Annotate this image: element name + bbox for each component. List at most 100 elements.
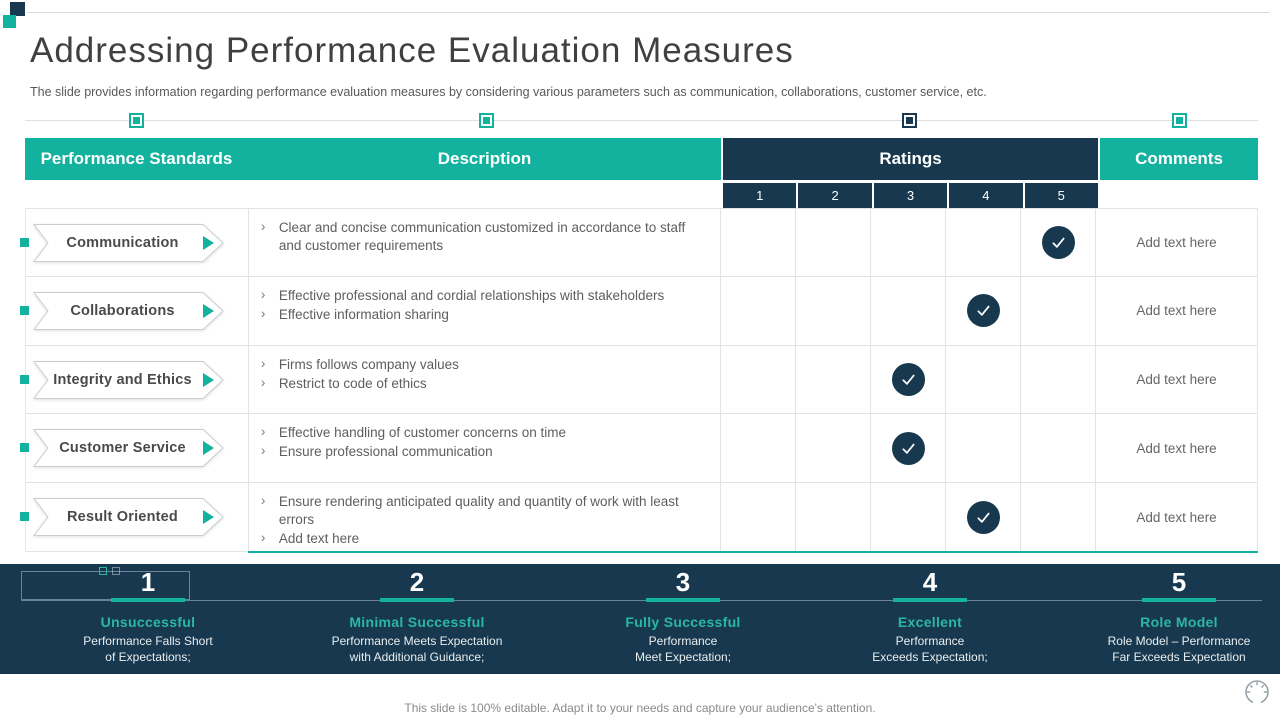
rating-cell[interactable] (871, 483, 947, 551)
legend-item: 1 Unsuccessful Performance Falls Short of E… (23, 568, 273, 665)
bullet-square-icon (20, 238, 29, 247)
rating-cell[interactable] (796, 209, 872, 276)
table-bottom-accent (248, 551, 1258, 553)
rating-scale-3: 3 (873, 183, 948, 208)
rating-cell[interactable] (946, 345, 1022, 414)
standard-cell (26, 276, 249, 345)
legend-item: 3 Fully Successful Performance Meet Expecta… (558, 568, 808, 665)
legend-deco-square-icon (99, 567, 107, 575)
rating-cell[interactable] (871, 414, 947, 483)
rating-cell[interactable] (946, 414, 1022, 483)
description-cell: Effective professional and cordial relat… (249, 276, 722, 345)
arrow-banner-shape (33, 429, 224, 467)
legend-underline (1142, 598, 1216, 602)
arrow-banner-shape (33, 292, 224, 330)
rating-cell[interactable] (721, 483, 797, 551)
header-ratings: Ratings (723, 138, 1098, 180)
rating-scale-1: 1 (723, 183, 797, 208)
legend-underline (111, 598, 185, 602)
rating-cell[interactable] (721, 276, 797, 345)
rating-cell[interactable] (871, 209, 947, 276)
legend-text: Performance Meets Expectation with Additi… (331, 634, 503, 664)
standard-banner[interactable]: Result Oriented (20, 497, 225, 537)
rating-cell[interactable] (721, 414, 797, 483)
rating-cell[interactable] (721, 209, 797, 276)
legend-label: Excellent (897, 614, 963, 630)
legend-number: 5 (1171, 567, 1187, 597)
description-line: Effective professional and cordial relat… (259, 286, 707, 305)
bullet-square-icon (20, 512, 29, 521)
rating-cell[interactable] (1021, 276, 1097, 345)
rating-scale-5: 5 (1024, 183, 1098, 208)
legend-underline (893, 598, 967, 602)
standard-banner[interactable]: Integrity and Ethics (20, 360, 225, 400)
standard-banner[interactable]: Communication (20, 223, 225, 263)
standard-cell (26, 209, 249, 276)
description-line: Effective handling of customer concerns … (259, 423, 707, 442)
table-row: Clear and concise communication customiz… (26, 208, 1258, 277)
check-circle-icon (1041, 225, 1075, 259)
rating-cell[interactable] (946, 276, 1022, 345)
standard-label: Integrity and Ethics (53, 372, 192, 388)
standard-label: Collaborations (70, 303, 175, 319)
arrow-banner-shape (33, 361, 224, 399)
comment-placeholder[interactable]: Add text here (1096, 209, 1258, 276)
rating-cell[interactable] (871, 345, 947, 414)
description-line: Clear and concise communication customiz… (259, 218, 707, 255)
rating-cell[interactable] (946, 209, 1022, 276)
legend-number: 4 (922, 567, 938, 597)
legend-label: Unsuccessful (100, 614, 196, 630)
header-comments: Comments (1100, 138, 1258, 180)
comment-placeholder[interactable]: Add text here (1096, 483, 1258, 551)
comment-placeholder[interactable]: Add text here (1096, 414, 1258, 483)
legend-number: 2 (409, 567, 425, 597)
description-cell: Firms follows company valuesRestrict to … (249, 345, 722, 414)
rating-cell[interactable] (796, 483, 872, 551)
rating-cell[interactable] (721, 345, 797, 414)
rating-scale-row: 1 2 3 4 5 (25, 183, 1258, 208)
legend-text: Performance Exceeds Expectation; (872, 634, 988, 664)
standard-banner[interactable]: Customer Service (20, 428, 225, 468)
legend-text: Performance Meet Expectation; (634, 634, 732, 664)
header-description: Description (437, 149, 532, 168)
rating-cell[interactable] (1021, 483, 1097, 551)
legend-text: Role Model – Performance Far Exceeds Expe… (1107, 634, 1251, 664)
rating-cell[interactable] (1021, 414, 1097, 483)
editable-note: This slide is 100% editable. Adapt it to… (404, 701, 876, 715)
rating-scale-4: 4 (949, 183, 1023, 208)
legend-number: 1 (140, 567, 156, 597)
comment-placeholder[interactable]: Add text here (1096, 276, 1258, 345)
comment-placeholder[interactable]: Add text here (1096, 345, 1258, 414)
check-circle-icon (966, 500, 1000, 534)
table-body: Clear and concise communication customiz… (25, 208, 1258, 552)
rating-cell[interactable] (871, 276, 947, 345)
rating-cell[interactable] (796, 414, 872, 483)
rating-cell[interactable] (796, 345, 872, 414)
rating-cell[interactable] (1021, 209, 1097, 276)
description-line: Effective information sharing (259, 305, 707, 324)
rating-cell[interactable] (1021, 345, 1097, 414)
rating-cell[interactable] (796, 276, 872, 345)
clock-dial-icon (1245, 680, 1269, 705)
rating-cell[interactable] (946, 483, 1022, 551)
legend-deco-frame (21, 571, 190, 600)
table-header-row: Performance Standards Description Rating… (25, 138, 1258, 180)
page-subtitle: The slide provides information regarding… (30, 85, 987, 99)
description-line: Add text here (259, 529, 707, 548)
description-line: Firms follows company values (259, 355, 707, 374)
legend-underline (380, 598, 454, 602)
page-title: Addressing Performance Evaluation Measur… (30, 31, 794, 70)
rating-legend-band: 1 Unsuccessful Performance Falls Short of E… (0, 564, 1280, 674)
standard-banner[interactable]: Collaborations (20, 291, 225, 331)
arrow-banner-shape (33, 224, 224, 262)
description-line: Ensure professional communication (259, 442, 707, 461)
legend-item: 2 Minimal Successful Performance Meets Exp… (292, 568, 542, 665)
check-circle-icon (966, 294, 1000, 328)
marker-line (25, 120, 1258, 121)
description-cell: Clear and concise communication customiz… (249, 209, 722, 276)
marker-square-icon (902, 113, 917, 128)
bullet-square-icon (20, 375, 29, 384)
description-line: Restrict to code of ethics (259, 374, 707, 393)
bullet-square-icon (20, 443, 29, 452)
description-line: Ensure rendering anticipated quality and… (259, 492, 707, 529)
